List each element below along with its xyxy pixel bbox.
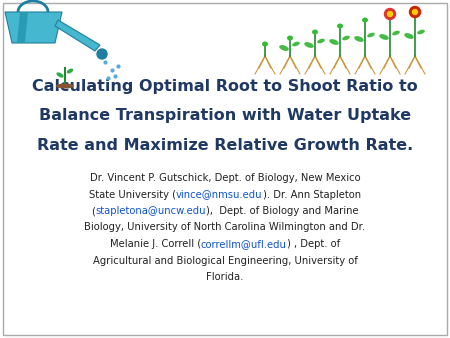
Text: stapletona@uncw.edu: stapletona@uncw.edu [95,206,206,216]
Circle shape [387,11,392,17]
Text: Agricultural and Biological Engineering, University of: Agricultural and Biological Engineering,… [93,256,357,266]
Ellipse shape [67,69,73,73]
Ellipse shape [367,33,375,37]
Text: Rate and Maximize Relative Growth Rate.: Rate and Maximize Relative Growth Rate. [37,139,413,153]
FancyBboxPatch shape [3,3,447,335]
Ellipse shape [362,18,368,23]
Ellipse shape [312,29,318,34]
Ellipse shape [287,35,293,41]
Polygon shape [5,12,62,43]
Text: Dr. Vincent P. Gutschick, Dept. of Biology, New Mexico: Dr. Vincent P. Gutschick, Dept. of Biolo… [90,173,360,183]
Ellipse shape [342,36,350,40]
Text: vince@nmsu.edu: vince@nmsu.edu [176,190,263,199]
Text: Biology, University of North Carolina Wilmington and Dr.: Biology, University of North Carolina Wi… [85,222,365,233]
Ellipse shape [56,72,63,78]
Circle shape [97,49,107,59]
Ellipse shape [329,39,339,45]
Ellipse shape [56,83,74,89]
Text: ) , Dept. of: ) , Dept. of [287,239,340,249]
Text: Melanie J. Correll (: Melanie J. Correll ( [110,239,201,249]
Text: State University (: State University ( [89,190,176,199]
Polygon shape [55,20,100,51]
Ellipse shape [404,33,414,39]
Ellipse shape [392,31,400,35]
Text: (: ( [91,206,95,216]
Text: Florida.: Florida. [206,272,244,282]
Ellipse shape [337,24,343,28]
Text: ). Dr. Ann Stapleton: ). Dr. Ann Stapleton [263,190,361,199]
Circle shape [413,9,418,15]
Text: Balance Transpiration with Water Uptake: Balance Transpiration with Water Uptake [39,108,411,123]
Ellipse shape [304,42,314,48]
Text: Calculating Optimal Root to Shoot Ratio to: Calculating Optimal Root to Shoot Ratio … [32,78,418,94]
Ellipse shape [417,30,425,34]
Ellipse shape [292,42,300,46]
Ellipse shape [317,39,325,43]
Ellipse shape [379,34,389,40]
Ellipse shape [262,42,268,47]
Text: ),  Dept. of Biology and Marine: ), Dept. of Biology and Marine [206,206,359,216]
Ellipse shape [354,36,364,42]
Text: correllm@ufl.edu: correllm@ufl.edu [201,239,287,249]
Polygon shape [17,12,28,43]
Circle shape [384,8,396,20]
Circle shape [410,6,420,18]
Ellipse shape [279,45,289,51]
